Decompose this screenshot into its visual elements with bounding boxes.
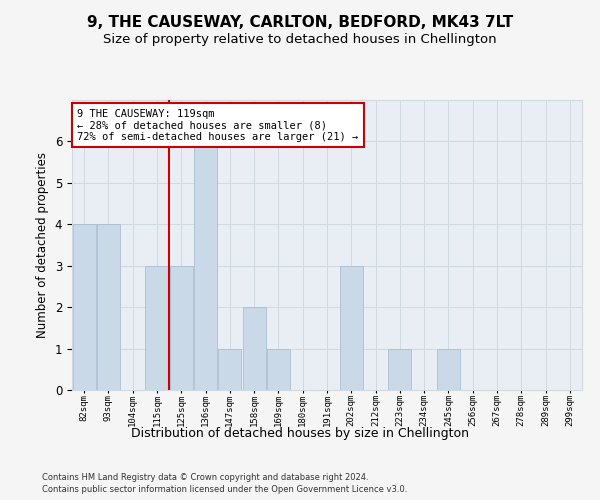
Text: Distribution of detached houses by size in Chellington: Distribution of detached houses by size …: [131, 428, 469, 440]
Text: 9 THE CAUSEWAY: 119sqm
← 28% of detached houses are smaller (8)
72% of semi-deta: 9 THE CAUSEWAY: 119sqm ← 28% of detached…: [77, 108, 358, 142]
Bar: [194, 142, 217, 390]
Bar: [242, 307, 266, 390]
Text: Contains public sector information licensed under the Open Government Licence v3: Contains public sector information licen…: [42, 485, 407, 494]
Bar: [437, 348, 460, 390]
Bar: [340, 266, 363, 390]
Text: Contains HM Land Registry data © Crown copyright and database right 2024.: Contains HM Land Registry data © Crown c…: [42, 472, 368, 482]
Bar: [218, 348, 241, 390]
Text: Size of property relative to detached houses in Chellington: Size of property relative to detached ho…: [103, 32, 497, 46]
Bar: [73, 224, 95, 390]
Bar: [145, 266, 169, 390]
Bar: [170, 266, 193, 390]
Y-axis label: Number of detached properties: Number of detached properties: [36, 152, 49, 338]
Bar: [97, 224, 120, 390]
Bar: [267, 348, 290, 390]
Bar: [388, 348, 412, 390]
Text: 9, THE CAUSEWAY, CARLTON, BEDFORD, MK43 7LT: 9, THE CAUSEWAY, CARLTON, BEDFORD, MK43 …: [87, 15, 513, 30]
